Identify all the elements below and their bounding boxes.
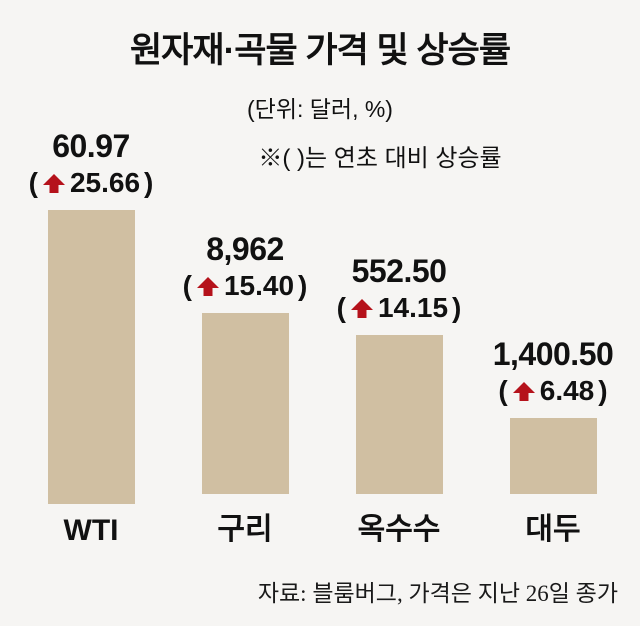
bar-column-copper: 8,962 ( 15.40 ) 구리 [168,231,322,548]
up-arrow-icon [42,173,65,193]
source-note: 자료: 블룸버그, 가격은 지난 26일 종가 [257,581,618,606]
change-value: ( 25.66 ) [29,167,154,199]
price-value: 60.97 [52,128,130,164]
change-value: ( 6.48 ) [498,375,607,407]
up-arrow-icon [196,276,219,296]
category-label: 대두 [525,513,581,546]
bar-chart: 60.97 ( 25.66 ) WTI 8,962 ( 15.40 ) [14,128,630,548]
change-percent: 14.15 [377,292,449,323]
change-value: ( 15.40 ) [183,270,308,302]
change-value: ( 14.15 ) [337,292,462,324]
bar [47,210,135,504]
paren-open: ( [336,292,346,323]
price-value: 8,962 [206,231,284,267]
legend-note: ※( )는 연초 대비 상승률 [258,145,502,172]
change-percent: 6.48 [539,375,595,406]
bar [201,313,289,494]
change-percent: 25.66 [69,167,141,198]
up-arrow-icon [512,381,535,401]
bar-column-corn: 552.50 ( 14.15 ) 옥수수 [322,253,476,548]
paren-close: ) [298,270,308,301]
bar-column-wti: 60.97 ( 25.66 ) WTI [14,128,168,548]
bar-column-soybean: 1,400.50 ( 6.48 ) 대두 [476,336,630,548]
price-value: 552.50 [351,253,447,289]
bar [509,418,597,494]
paren-close: ) [452,292,462,323]
up-arrow-icon [350,298,373,318]
paren-open: ( [28,167,38,198]
category-label: 옥수수 [357,513,441,546]
price-value: 1,400.50 [492,336,614,372]
change-percent: 15.40 [223,270,295,301]
paren-open: ( [182,270,192,301]
paren-close: ) [144,167,154,198]
paren-close: ) [598,375,608,406]
category-label: 구리 [217,513,273,546]
bar [355,335,443,494]
unit-note: (단위: 달러, %) [247,96,393,122]
page-title: 원자재·곡물 가격 및 상승률 [129,31,511,70]
paren-open: ( [498,375,508,406]
category-label: WTI [63,514,119,547]
